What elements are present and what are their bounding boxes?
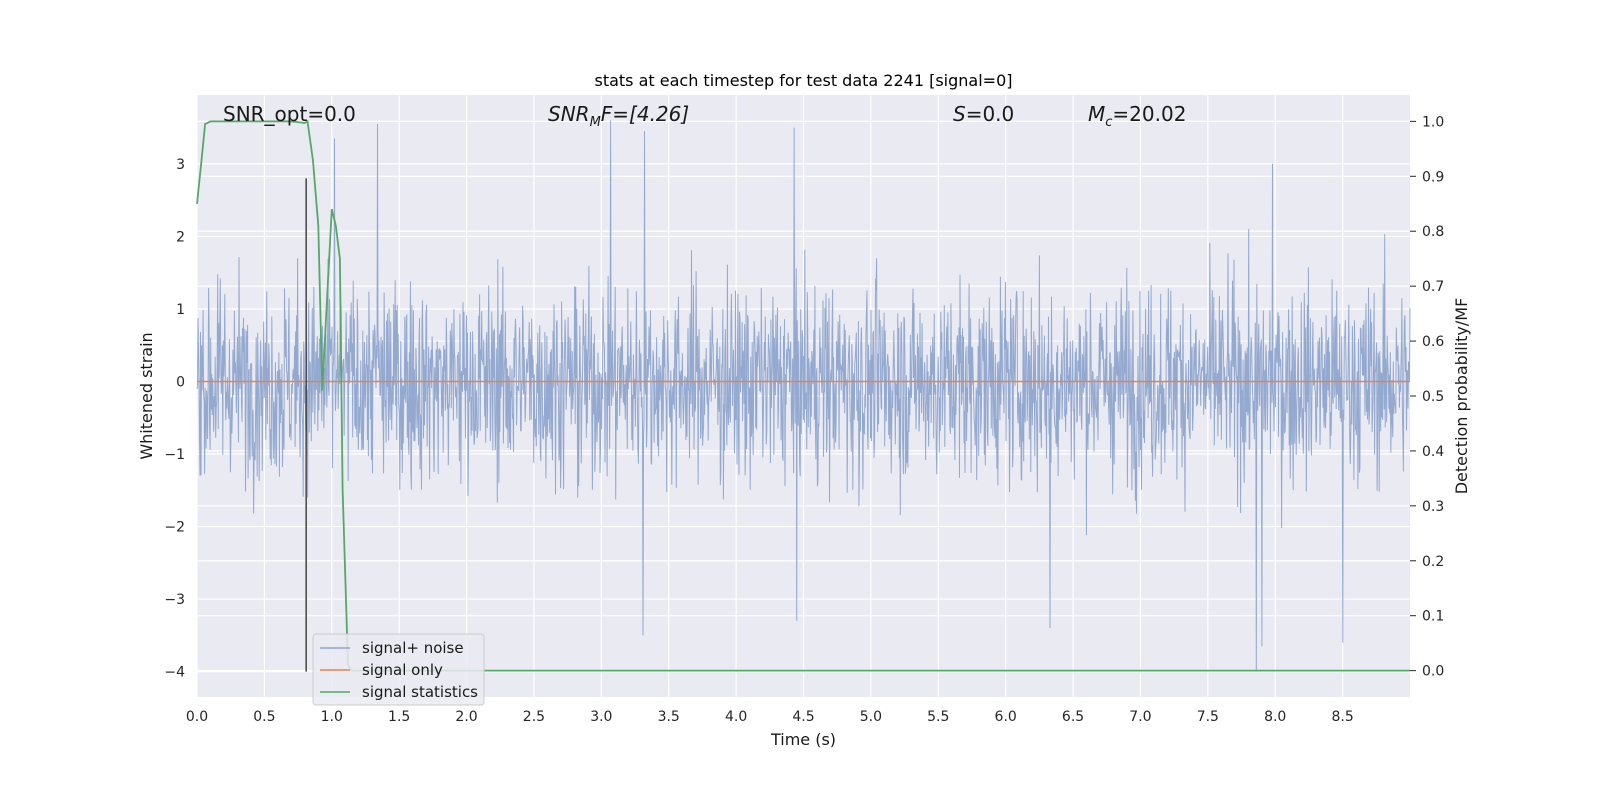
y-tick-label: −4 bbox=[164, 665, 185, 681]
x-tick-label: 4.0 bbox=[725, 709, 747, 725]
legend-label-stats: signal statistics bbox=[362, 683, 478, 701]
y-tick-label: 3 bbox=[176, 157, 185, 173]
y2-tick-label: 1.0 bbox=[1422, 114, 1444, 130]
annotation-mc-rest: =20.02 bbox=[1112, 102, 1186, 126]
y-axis-ticks: 3 2 1 0 −1 −2 −3 −4 bbox=[164, 157, 185, 681]
annotation-snr-mf-rest: F=[4.26] bbox=[601, 102, 689, 126]
y2-tick-label: 0.4 bbox=[1422, 444, 1444, 460]
annotation-snr-mf-main: SNR bbox=[548, 102, 590, 126]
y2-axis-ticks: 1.0 0.9 0.8 0.7 0.6 0.5 0.4 0.3 0.2 0.1 0.0 bbox=[1410, 114, 1444, 680]
x-axis-label: Time (s) bbox=[770, 730, 836, 749]
annotation-snr-opt: SNR_opt=0.0 bbox=[223, 102, 356, 126]
x-tick-label: 8.0 bbox=[1264, 709, 1286, 725]
noise-series bbox=[196, 120, 1411, 672]
x-tick-label: 0.5 bbox=[253, 709, 275, 725]
legend: signal+ noise signal only signal statist… bbox=[312, 633, 485, 706]
x-axis-ticks: 0.0 0.5 1.0 1.5 2.0 2.5 3.0 3.5 4.0 4.5 5.0 5.5 6.0 6… bbox=[186, 709, 1354, 725]
x-tick-label: 7.0 bbox=[1129, 709, 1151, 725]
annotation-mc-sub: c bbox=[1105, 115, 1112, 130]
y2-tick-label: 0.9 bbox=[1422, 169, 1444, 185]
annotation-s: S=0.0 bbox=[953, 102, 1014, 126]
annotation-s-rest: =0.0 bbox=[966, 102, 1015, 126]
legend-label-signal: signal only bbox=[362, 661, 443, 679]
y2-tick-label: 0.7 bbox=[1422, 279, 1444, 295]
annotation-snr-mf: SNRMF=[4.26] bbox=[548, 102, 689, 130]
x-tick-label: 6.5 bbox=[1062, 709, 1084, 725]
x-tick-label: 1.5 bbox=[388, 709, 410, 725]
annotations: SNR_opt=0.0 SNRMF=[4.26] S=0.0 Mc=20.02 bbox=[223, 102, 1186, 130]
x-tick-label: 2.0 bbox=[455, 709, 477, 725]
y2-tick-label: 0.1 bbox=[1422, 609, 1444, 625]
chart-title: stats at each timestep for test data 224… bbox=[594, 71, 1012, 90]
y-tick-label: −3 bbox=[164, 592, 185, 608]
y2-axis-label: Detection probability/MF bbox=[1452, 298, 1471, 495]
y-tick-label: 2 bbox=[176, 229, 185, 245]
x-tick-label: 3.0 bbox=[590, 709, 612, 725]
annotation-mc: Mc=20.02 bbox=[1088, 102, 1186, 130]
legend-label-noise: signal+ noise bbox=[362, 639, 464, 657]
y2-tick-label: 0.2 bbox=[1422, 554, 1444, 570]
annotation-snr-mf-sub: M bbox=[590, 115, 601, 130]
x-tick-label: 1.0 bbox=[321, 709, 343, 725]
y-tick-label: −1 bbox=[164, 447, 185, 463]
x-tick-label: 0.0 bbox=[186, 709, 208, 725]
y-tick-label: 0 bbox=[176, 374, 185, 390]
y-axis-label: Whitened strain bbox=[137, 332, 156, 459]
stats-line bbox=[196, 119, 1410, 672]
x-tick-label: 3.5 bbox=[658, 709, 680, 725]
y2-tick-label: 0.8 bbox=[1422, 224, 1444, 240]
x-tick-label: 8.5 bbox=[1331, 709, 1353, 725]
noise-line bbox=[196, 120, 1411, 672]
y2-tick-label: 0.0 bbox=[1422, 664, 1444, 680]
y-tick-label: 1 bbox=[176, 302, 185, 318]
stats-series bbox=[196, 119, 1410, 672]
x-tick-label: 2.5 bbox=[523, 709, 545, 725]
legend-box bbox=[312, 633, 485, 706]
y-tick-label: −2 bbox=[164, 520, 185, 536]
x-tick-label: 7.5 bbox=[1197, 709, 1219, 725]
y2-tick-label: 0.3 bbox=[1422, 499, 1444, 515]
x-tick-label: 5.5 bbox=[927, 709, 949, 725]
annotation-mc-main: M bbox=[1088, 102, 1105, 126]
y2-tick-label: 0.5 bbox=[1422, 389, 1444, 405]
x-tick-label: 5.0 bbox=[860, 709, 882, 725]
annotation-s-italic: S bbox=[953, 102, 966, 126]
x-tick-label: 4.5 bbox=[792, 709, 814, 725]
y2-tick-label: 0.6 bbox=[1422, 334, 1444, 350]
x-tick-label: 6.0 bbox=[995, 709, 1017, 725]
